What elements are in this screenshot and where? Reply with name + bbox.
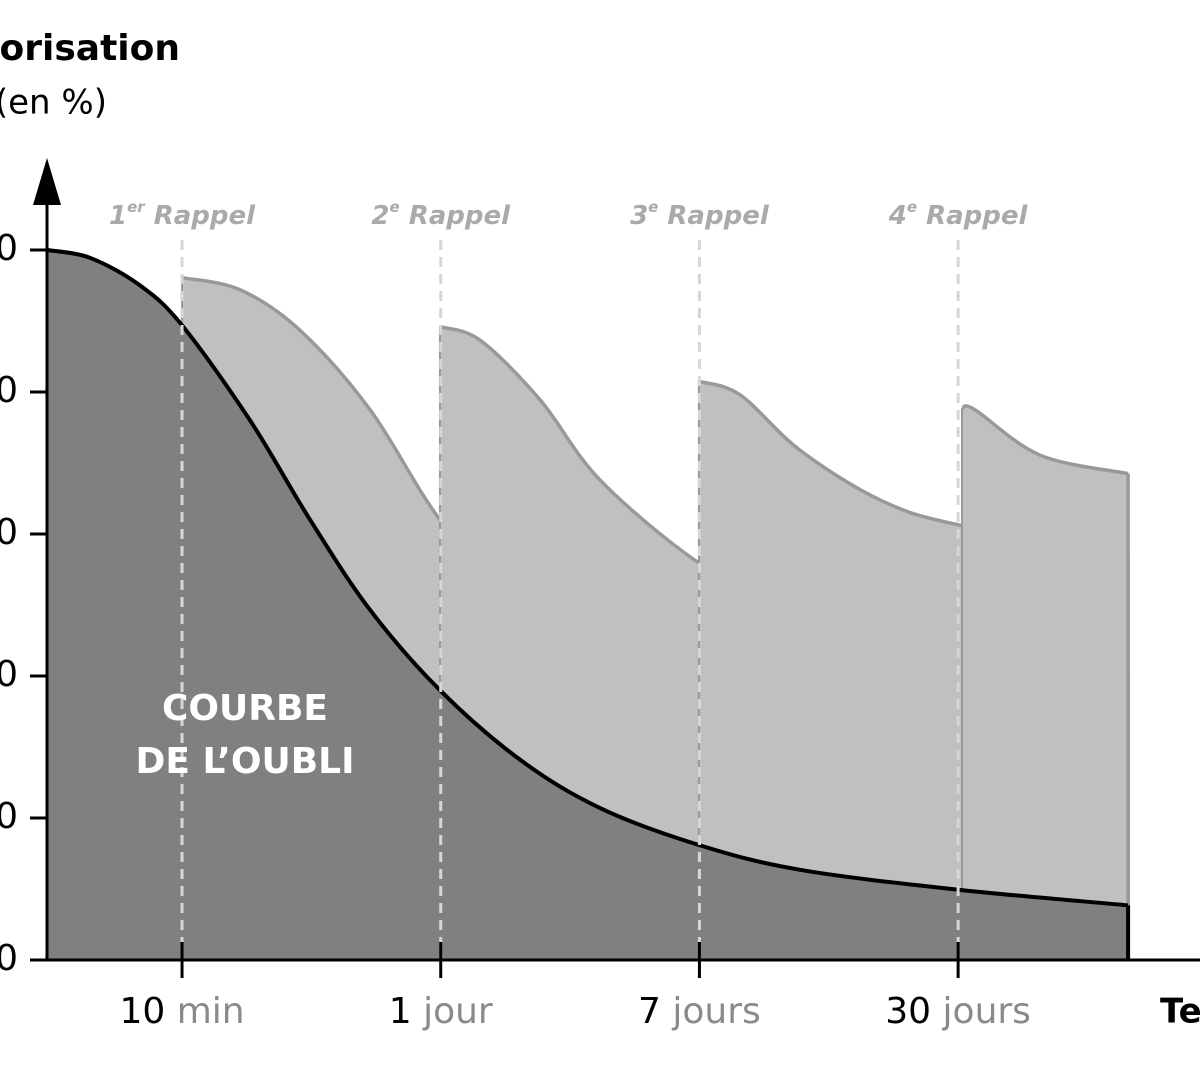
- x-tick-unit: jours: [931, 991, 1031, 1032]
- x-tick-label: 10 min: [119, 991, 244, 1032]
- y-tick-label: 80: [0, 370, 18, 411]
- curve: [961, 404, 1129, 476]
- annotation: COURBE: [162, 688, 328, 729]
- x-tick-number: 30: [885, 991, 931, 1032]
- x-tick-number: 10: [119, 991, 165, 1032]
- reminder-label-part: Rappel: [145, 201, 256, 231]
- y-axis-unit: (en %): [0, 83, 107, 123]
- x-tick-number: 7: [638, 991, 661, 1032]
- y-tick-label: 0: [0, 938, 18, 979]
- reminder-label-part: Rappel: [917, 201, 1028, 231]
- reminder-label-part: Rappel: [400, 201, 511, 231]
- x-tick-unit: jours: [661, 991, 761, 1032]
- reminder-label: 4e Rappel: [888, 198, 1029, 231]
- reminder-label: 1er Rappel: [109, 198, 256, 231]
- y-tick-label: 60: [0, 512, 18, 553]
- reminder-label-part: 4: [888, 201, 907, 231]
- area: [962, 405, 1129, 961]
- x-tick-number: 1: [389, 991, 412, 1032]
- annotation: DE L’OUBLI: [136, 741, 355, 782]
- x-tick-label: 7 jours: [638, 991, 761, 1032]
- y-tick-label: 40: [0, 654, 18, 695]
- areas: [46, 248, 1131, 961]
- reminder-label-part: 2: [371, 201, 389, 231]
- x-axis-title: Temps: [1160, 992, 1200, 1032]
- reminder-label-part: 3: [630, 201, 648, 231]
- reminder-label-part: e: [648, 198, 658, 216]
- y-tick-label: 100: [0, 228, 18, 269]
- x-tick-label: 30 jours: [885, 991, 1031, 1032]
- reminder-label-part: e: [389, 198, 399, 216]
- y-axis-arrow: [33, 158, 61, 205]
- x-tick-label: 1 jour: [389, 991, 493, 1032]
- area: [47, 250, 1129, 960]
- y-axis-title: Mémorisation: [0, 28, 180, 69]
- reminder-label-part: Rappel: [658, 201, 769, 231]
- reminder-label: 3e Rappel: [630, 198, 770, 231]
- reminder-label-part: er: [127, 198, 146, 216]
- reminder-label-part: e: [907, 198, 917, 216]
- reminder-label-part: 1: [109, 201, 127, 231]
- x-tick-unit: jour: [412, 991, 493, 1032]
- y-tick-label: 20: [0, 796, 18, 837]
- reminder-label: 2e Rappel: [371, 198, 511, 231]
- x-tick-unit: min: [165, 991, 244, 1032]
